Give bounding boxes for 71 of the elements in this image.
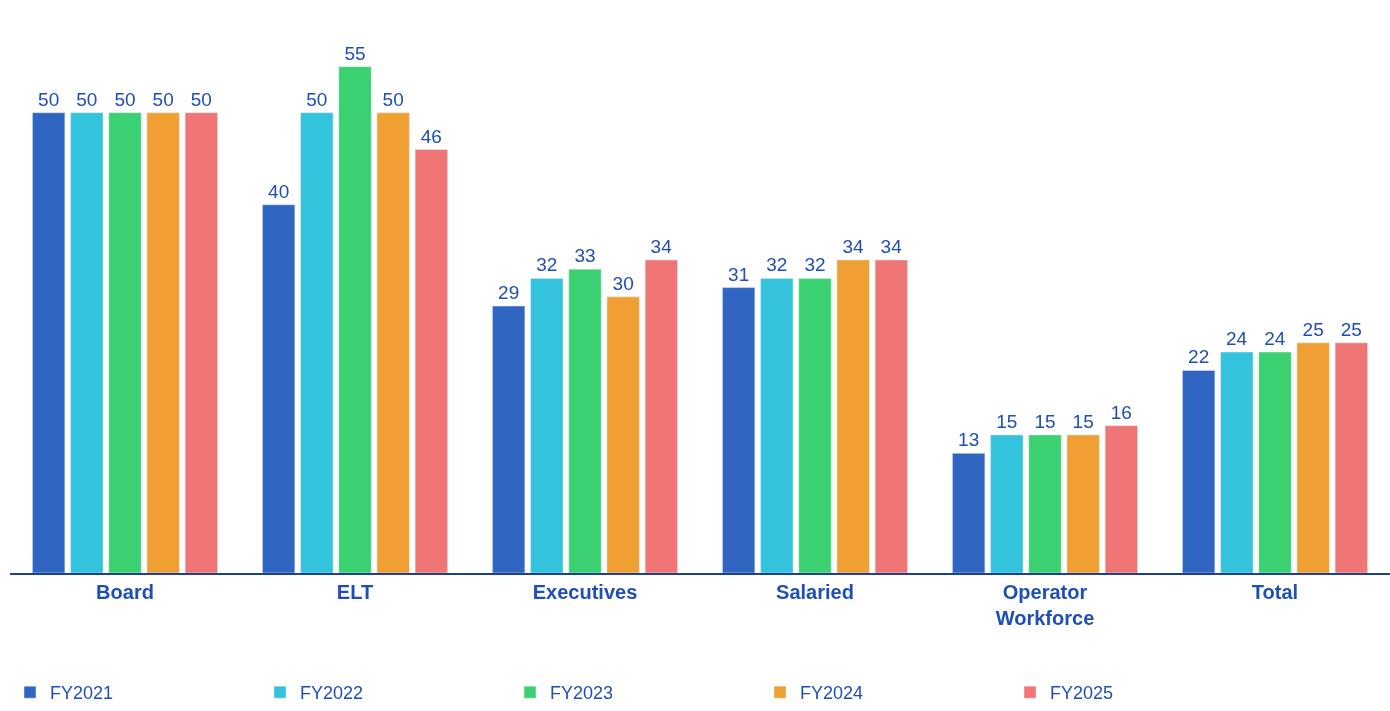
bar bbox=[262, 204, 296, 573]
x-tick-label: Board bbox=[96, 581, 154, 603]
data-label: 15 bbox=[996, 410, 1018, 432]
data-label: 32 bbox=[804, 254, 826, 276]
legend-label: FY2025 bbox=[1050, 683, 1114, 704]
bar bbox=[990, 434, 1024, 573]
data-label: 29 bbox=[498, 282, 520, 304]
x-tick-label: Operator Workforce bbox=[995, 581, 1095, 629]
bar bbox=[760, 278, 794, 573]
data-label: 50 bbox=[76, 88, 98, 110]
data-label: 30 bbox=[612, 272, 634, 294]
data-label: 32 bbox=[766, 254, 788, 276]
data-label: 15 bbox=[1034, 410, 1056, 432]
legend-label: FY2023 bbox=[550, 683, 614, 704]
bar bbox=[1104, 425, 1138, 573]
bar bbox=[492, 305, 526, 573]
bar bbox=[606, 296, 640, 573]
bar bbox=[1220, 351, 1254, 573]
x-tick-label: Total bbox=[1251, 581, 1299, 603]
data-label: 34 bbox=[650, 235, 673, 257]
bar bbox=[1066, 434, 1100, 573]
bar bbox=[184, 112, 218, 573]
data-label: 22 bbox=[1188, 346, 1210, 368]
legend-label: FY2024 bbox=[800, 683, 864, 704]
data-label: 50 bbox=[382, 88, 404, 110]
data-label: 31 bbox=[728, 263, 750, 285]
data-label: 34 bbox=[880, 235, 903, 257]
data-label: 46 bbox=[420, 125, 442, 147]
data-label: 50 bbox=[114, 88, 136, 110]
bar bbox=[952, 453, 986, 573]
data-label: 32 bbox=[536, 254, 558, 276]
data-label: 25 bbox=[1340, 318, 1362, 340]
data-label: 50 bbox=[38, 88, 60, 110]
data-label: 13 bbox=[958, 429, 980, 451]
data-label: 50 bbox=[190, 88, 212, 110]
bar bbox=[1296, 342, 1330, 573]
data-label: 24 bbox=[1226, 328, 1248, 350]
bar bbox=[146, 112, 180, 573]
bar bbox=[108, 112, 142, 573]
data-label: 25 bbox=[1302, 318, 1324, 340]
legend-label: FY2021 bbox=[50, 683, 114, 704]
bar bbox=[874, 259, 908, 573]
bar bbox=[338, 66, 372, 573]
data-label: 55 bbox=[344, 42, 366, 64]
bar bbox=[1334, 342, 1368, 573]
x-tick-label: Salaried bbox=[776, 581, 854, 603]
data-label: 50 bbox=[152, 88, 174, 110]
bar bbox=[836, 259, 870, 573]
bar bbox=[70, 112, 104, 573]
bar bbox=[414, 149, 448, 573]
bar bbox=[1028, 434, 1062, 573]
bar bbox=[1258, 351, 1292, 573]
data-label: 50 bbox=[306, 88, 328, 110]
data-label: 34 bbox=[842, 235, 864, 257]
bar bbox=[376, 112, 410, 573]
x-tick-label: ELT bbox=[336, 581, 374, 603]
data-label: 24 bbox=[1264, 328, 1286, 350]
data-label: 16 bbox=[1110, 401, 1132, 423]
bar bbox=[530, 278, 564, 573]
bar bbox=[300, 112, 334, 573]
bar bbox=[722, 287, 756, 573]
bar bbox=[32, 112, 66, 573]
bar bbox=[798, 278, 832, 573]
bar bbox=[568, 268, 602, 573]
data-label: 15 bbox=[1072, 410, 1094, 432]
x-tick-label: Executives bbox=[532, 581, 638, 603]
bar bbox=[1182, 370, 1216, 573]
bar bbox=[644, 259, 678, 573]
legend-label: FY2022 bbox=[300, 683, 364, 704]
data-label: 40 bbox=[268, 180, 290, 202]
data-label: 33 bbox=[574, 245, 596, 267]
